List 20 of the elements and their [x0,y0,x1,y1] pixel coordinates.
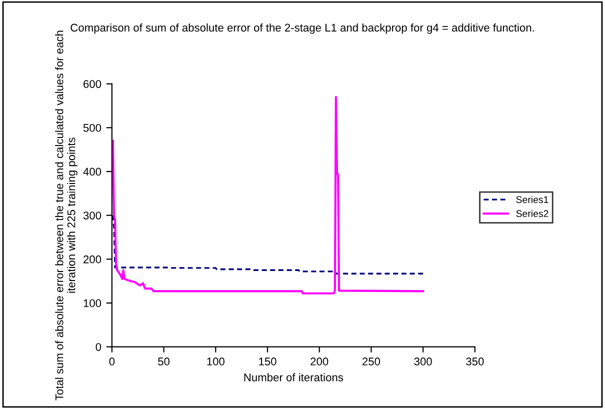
y-tick-label: 100 [84,299,102,308]
line-series [112,96,424,294]
y-tick-label: 200 [84,255,102,264]
x-tick-label: 300 [414,358,432,366]
y-tick-label: 300 [83,212,102,220]
y-tick-label: 400 [83,168,102,176]
x-tick-label: 50 [158,358,170,366]
line-series [112,214,424,274]
legend-label: Series1 [516,196,548,204]
x-tick-label: 350 [466,358,484,366]
y-tick-label: 600 [84,80,102,88]
x-tick-label: 0 [109,358,115,366]
x-tick-label: 200 [310,358,328,366]
x-tick-label: 100 [207,358,224,366]
x-axis-title: Number of iterations [244,373,344,382]
legend-label: Series2 [516,210,548,218]
x-tick-label: 250 [362,358,380,366]
y-tick-label: 500 [83,124,102,132]
y-tick-label: 0 [96,343,102,351]
x-tick-label: 150 [259,358,276,366]
